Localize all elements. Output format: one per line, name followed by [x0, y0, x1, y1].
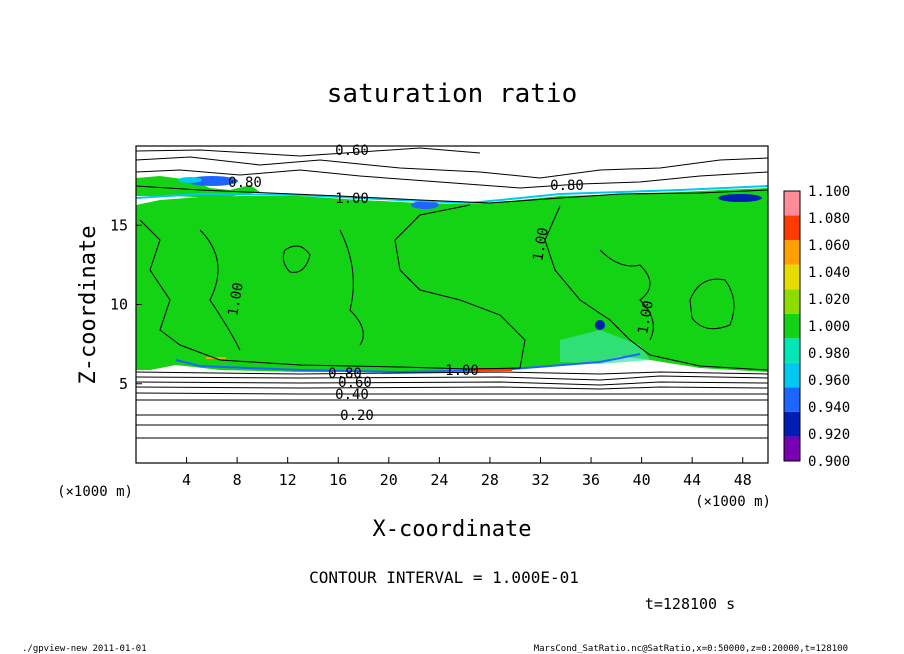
- contour-label: 0.80: [228, 175, 262, 191]
- contour-label: 1.00: [225, 281, 247, 317]
- contour-label: 0.80: [550, 178, 584, 194]
- colorbar-label: 0.900: [808, 454, 850, 470]
- x-tick-label: 48: [734, 471, 752, 489]
- y-axis-unit: (×1000 m): [57, 484, 133, 500]
- x-axis-ticks: 4 8 12 16 20 24 28 32 36 40 44 48: [182, 457, 752, 489]
- colorbar-label: 1.100: [808, 184, 850, 200]
- blue-patch-dot: [595, 320, 605, 330]
- x-tick-label: 8: [233, 471, 242, 489]
- colorbar-label: 1.020: [808, 292, 850, 308]
- colorbar-label: 1.060: [808, 238, 850, 254]
- x-tick-label: 12: [279, 471, 297, 489]
- y-tick-label: 10: [110, 296, 128, 314]
- x-axis-label: X-coordinate: [373, 517, 532, 542]
- x-tick-label: 40: [633, 471, 651, 489]
- red-streak: [472, 368, 512, 371]
- contour-lines: [135, 147, 769, 439]
- contour-label: 1.00: [530, 226, 552, 262]
- colorbar-label: 0.920: [808, 427, 850, 443]
- colorbar-swatch: [784, 264, 800, 290]
- contour-interval: CONTOUR INTERVAL = 1.000E-01: [309, 568, 579, 587]
- x-tick-label: 20: [380, 471, 398, 489]
- contour-label: 1.00: [445, 363, 479, 379]
- contour-label: 0.20: [340, 408, 374, 424]
- x-axis-unit: (×1000 m): [695, 494, 771, 510]
- contour-label: 0.60: [335, 143, 369, 159]
- colorbar-swatch: [784, 362, 800, 388]
- colorbar-label: 1.040: [808, 265, 850, 281]
- y-tick-label: 5: [119, 375, 128, 393]
- y-tick-label: 15: [110, 216, 128, 234]
- blue-patch-mid: [411, 201, 439, 209]
- contour-label: 0.80: [328, 366, 362, 382]
- colorbar-label: 1.080: [808, 211, 850, 227]
- x-tick-label: 24: [430, 471, 448, 489]
- colorbar-swatch: [784, 411, 800, 437]
- colorbar-swatch: [784, 313, 800, 339]
- colorbar-swatch: [784, 215, 800, 241]
- cloud-top-edge: [135, 185, 769, 205]
- colorbar-swatch: [784, 387, 800, 412]
- colorbar-swatch: [784, 289, 800, 314]
- colorbar: 0.900 0.920 0.940 0.960 0.980 1.000 1.020 1.040…: [783, 184, 850, 470]
- saturated-region: [136, 188, 768, 372]
- x-tick-label: 28: [481, 471, 499, 489]
- colorbar-label: 1.000: [808, 319, 850, 335]
- colorbar-swatch: [784, 436, 800, 461]
- upper-cloud-patch: [136, 176, 260, 198]
- colorbar-swatch: [784, 240, 800, 265]
- cyan-patch-left: [178, 177, 202, 183]
- contour-label: 1.00: [635, 299, 657, 335]
- contour-label: 0.60: [338, 375, 372, 391]
- colorbar-swatch: [784, 338, 800, 363]
- x-tick-label: 4: [182, 471, 191, 489]
- x-tick-label: 44: [683, 471, 701, 489]
- colorbar-label: 0.980: [808, 346, 850, 362]
- footer-right: MarsCond_SatRatio.nc@SatRatio,x=0:50000,…: [534, 644, 848, 654]
- cloud-base-edge: [175, 353, 641, 374]
- contour-labels: 0.60 0.80 1.00 0.80 1.00 1.00 1.00 1.00 …: [225, 143, 657, 424]
- colorbar-label: 0.940: [808, 400, 850, 416]
- y-axis-ticks: 5 10 15: [110, 216, 142, 393]
- x-tick-label: 32: [531, 471, 549, 489]
- colorbar-label: 0.960: [808, 373, 850, 389]
- y-axis-label: Z-coordinate: [76, 226, 101, 385]
- x-tick-label: 36: [582, 471, 600, 489]
- footer-left: ./gpview-new 2011-01-01: [22, 644, 147, 654]
- contour-label: 1.00: [335, 191, 369, 207]
- time-label: t=128100 s: [645, 595, 735, 613]
- x-tick-label: 16: [329, 471, 347, 489]
- contour-label: 0.40: [335, 387, 369, 403]
- chart-title: saturation ratio: [327, 79, 577, 109]
- blue-patch-right: [718, 194, 762, 202]
- colorbar-swatch: [784, 191, 800, 216]
- plot-area: [135, 145, 769, 464]
- colorbar-frame: [783, 190, 801, 462]
